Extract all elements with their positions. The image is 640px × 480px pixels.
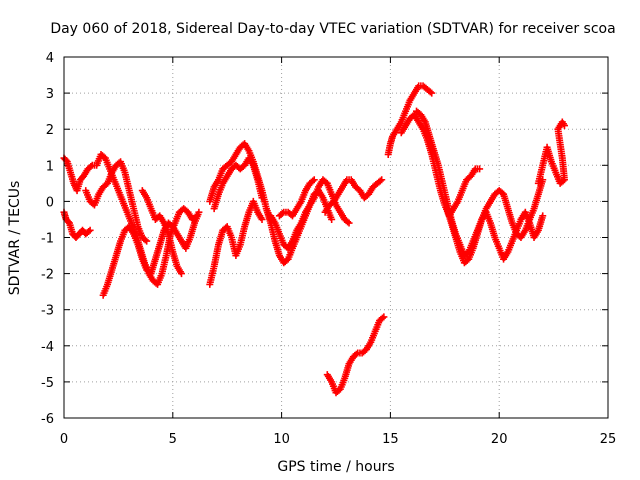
series-s4 bbox=[99, 208, 203, 299]
x-tick-label: 15 bbox=[382, 432, 399, 447]
x-tick-label: 5 bbox=[169, 432, 177, 447]
data-point bbox=[278, 209, 286, 217]
data-point bbox=[380, 313, 388, 321]
series-s11 bbox=[275, 176, 318, 220]
data-point bbox=[258, 215, 266, 223]
y-tick-label: -1 bbox=[41, 232, 54, 247]
data-point bbox=[352, 350, 360, 358]
series-s13 bbox=[323, 313, 388, 397]
data-point bbox=[178, 270, 186, 278]
data-point bbox=[85, 227, 93, 235]
data-point bbox=[86, 226, 94, 234]
data-points bbox=[60, 82, 568, 397]
y-tick-label: 1 bbox=[46, 159, 54, 174]
series-s12 bbox=[321, 176, 386, 216]
data-point bbox=[195, 208, 203, 216]
y-tick-label: 2 bbox=[46, 123, 54, 138]
data-point bbox=[428, 89, 436, 97]
y-tick-label: -4 bbox=[41, 340, 54, 355]
data-point bbox=[426, 88, 434, 96]
data-point bbox=[309, 177, 317, 185]
data-point bbox=[476, 165, 484, 173]
chart-title: Day 060 of 2018, Sidereal Day-to-day VTE… bbox=[50, 21, 615, 37]
y-tick-label: 3 bbox=[46, 87, 54, 102]
data-point bbox=[143, 237, 151, 245]
data-point bbox=[310, 176, 318, 184]
data-point bbox=[328, 215, 336, 223]
data-point bbox=[376, 177, 384, 185]
data-point bbox=[539, 212, 547, 220]
data-point bbox=[344, 218, 352, 226]
data-point bbox=[560, 122, 568, 130]
data-point bbox=[87, 163, 95, 171]
y-tick-label: -6 bbox=[41, 412, 54, 427]
x-tick-label: 10 bbox=[273, 432, 290, 447]
y-axis-label: SDTVAR / TECUs bbox=[7, 181, 23, 296]
series-s2 bbox=[60, 208, 94, 241]
plot-frame bbox=[63, 56, 609, 419]
y-tick-label: 4 bbox=[46, 51, 54, 66]
series-s5 bbox=[138, 187, 186, 278]
x-tick-label: 25 bbox=[600, 432, 617, 447]
data-point bbox=[378, 314, 386, 322]
y-tick-labels: 4 3 2 1 0 -1 -2 -3 -4 -5 -6 bbox=[41, 51, 54, 427]
y-tick-label: -5 bbox=[41, 376, 54, 391]
series-s18 bbox=[534, 118, 568, 187]
series-s17 bbox=[443, 205, 547, 267]
x-tick-label: 0 bbox=[60, 432, 68, 447]
data-point bbox=[258, 194, 266, 202]
y-tick-label: 0 bbox=[46, 195, 54, 210]
series-s14 bbox=[384, 82, 436, 158]
series-s6 bbox=[206, 197, 266, 288]
data-point bbox=[559, 177, 567, 185]
data-point bbox=[141, 236, 149, 244]
y-tick-label: -2 bbox=[41, 268, 54, 283]
series-s8 bbox=[210, 154, 266, 213]
y-tick-label: -3 bbox=[41, 304, 54, 319]
x-tick-label: 20 bbox=[491, 432, 508, 447]
data-point bbox=[378, 176, 386, 184]
data-point bbox=[345, 219, 353, 227]
x-axis-label: GPS time / hours bbox=[277, 459, 394, 475]
x-tick-labels: 0 5 10 15 20 25 bbox=[60, 432, 616, 447]
series-s3 bbox=[82, 158, 151, 245]
